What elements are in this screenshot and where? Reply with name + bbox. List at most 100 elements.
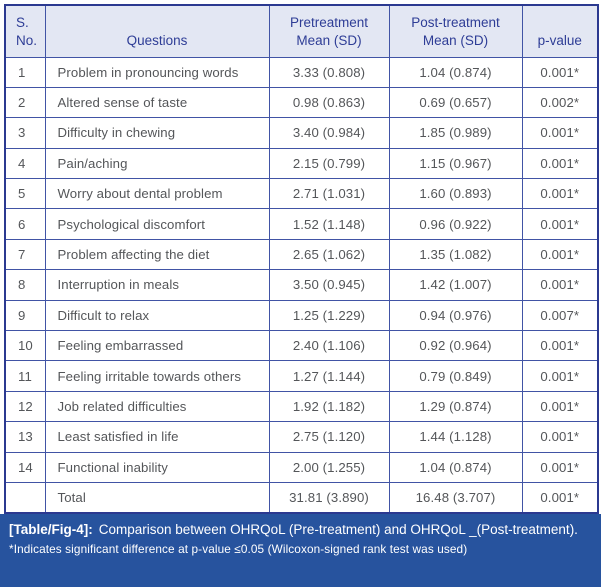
cell-question: Job related difficulties — [44, 390, 270, 423]
cell-pretreatment-mean: 2.40 (1.106) — [268, 330, 390, 362]
cell-question: Difficult to relax — [44, 299, 270, 332]
caption-footnote: *Indicates significant difference at p-v… — [9, 542, 468, 557]
cell-pvalue: 0.001* — [521, 56, 599, 88]
cell-posttreatment-mean: 0.79 (0.849) — [388, 360, 523, 392]
cell-pvalue: 0.001* — [521, 390, 599, 423]
cell-pretreatment-mean: 31.81 (3.890) — [268, 481, 390, 514]
table-header: S. No. Questions Pretreatment Mean (SD) … — [4, 4, 599, 58]
cell-pvalue: 0.001* — [521, 330, 599, 362]
table-row: 6 Psychological discomfort 1.52 (1.148) 0.9… — [4, 208, 599, 240]
cell-pvalue: 0.001* — [521, 178, 599, 210]
caption-label: [Table/Fig-4]: — [9, 522, 93, 537]
header-cell-posttreatment: Post-treatment Mean (SD) — [388, 4, 523, 58]
cell-serial-no: 2 — [4, 86, 46, 119]
cell-posttreatment-mean: 1.15 (0.967) — [388, 147, 523, 180]
cell-pvalue: 0.001* — [521, 117, 599, 149]
cell-pvalue: 0.002* — [521, 86, 599, 119]
cell-pvalue: 0.001* — [521, 208, 599, 240]
caption-text-block: [Table/Fig-4]: Comparison between OHRQoL … — [9, 521, 591, 539]
cell-serial-no — [4, 481, 46, 514]
table-row: 1 Problem in pronouncing words 3.33 (0.808… — [4, 56, 599, 88]
cell-pretreatment-mean: 2.75 (1.120) — [268, 421, 390, 453]
cell-posttreatment-mean: 1.85 (0.989) — [388, 117, 523, 149]
cell-pvalue: 0.001* — [521, 360, 599, 392]
table-row: 5 Worry about dental problem 2.71 (1.031) 1… — [4, 178, 599, 210]
cell-pretreatment-mean: 3.50 (0.945) — [268, 269, 390, 301]
table-row: 4 Pain/aching 2.15 (0.799) 1.15 (0.967) 0.00… — [4, 147, 599, 180]
cell-pvalue: 0.001* — [521, 147, 599, 180]
table-row: 10 Feeling embarrassed 2.40 (1.106) 0.92 (0… — [4, 330, 599, 362]
cell-pretreatment-mean: 1.92 (1.182) — [268, 390, 390, 423]
cell-pretreatment-mean: 3.33 (0.808) — [268, 56, 390, 88]
header-cell-serial-no: S. No. — [4, 4, 46, 58]
cell-serial-no: 11 — [4, 360, 46, 392]
cell-question: Feeling irritable towards others — [44, 360, 270, 392]
cell-posttreatment-mean: 16.48 (3.707) — [388, 481, 523, 514]
cell-pretreatment-mean: 3.40 (0.984) — [268, 117, 390, 149]
cell-serial-no: 13 — [4, 421, 46, 453]
cell-pretreatment-mean: 1.52 (1.148) — [268, 208, 390, 240]
header-cell-pretreatment: Pretreatment Mean (SD) — [268, 4, 390, 58]
cell-question: Psychological discomfort — [44, 208, 270, 240]
cell-pretreatment-mean: 0.98 (0.863) — [268, 86, 390, 119]
cell-posttreatment-mean: 1.44 (1.128) — [388, 421, 523, 453]
cell-question: Feeling embarrassed — [44, 330, 270, 362]
cell-pvalue: 0.001* — [521, 238, 599, 271]
cell-posttreatment-mean: 0.92 (0.964) — [388, 330, 523, 362]
cell-question: Interruption in meals — [44, 269, 270, 301]
cell-pvalue: 0.001* — [521, 481, 599, 514]
cell-pretreatment-mean: 1.25 (1.229) — [268, 299, 390, 332]
cell-question: Problem affecting the diet — [44, 238, 270, 271]
table-row: 2 Altered sense of taste 0.98 (0.863) 0.69 … — [4, 86, 599, 119]
cell-pretreatment-mean: 2.71 (1.031) — [268, 178, 390, 210]
cell-serial-no: 3 — [4, 117, 46, 149]
cell-serial-no: 8 — [4, 269, 46, 301]
cell-posttreatment-mean: 0.69 (0.657) — [388, 86, 523, 119]
cell-posttreatment-mean: 1.04 (0.874) — [388, 56, 523, 88]
cell-question: Total — [44, 481, 270, 514]
cell-posttreatment-mean: 1.42 (1.007) — [388, 269, 523, 301]
cell-posttreatment-mean: 0.94 (0.976) — [388, 299, 523, 332]
ohrqol-comparison-table: S. No. Questions Pretreatment Mean (SD) … — [4, 4, 599, 514]
cell-pvalue: 0.007* — [521, 299, 599, 332]
cell-posttreatment-mean: 1.35 (1.082) — [388, 238, 523, 271]
cell-serial-no: 5 — [4, 178, 46, 210]
cell-posttreatment-mean: 1.29 (0.874) — [388, 390, 523, 423]
table-row: 7 Problem affecting the diet 2.65 (1.062) 1… — [4, 238, 599, 271]
cell-pretreatment-mean: 2.15 (0.799) — [268, 147, 390, 180]
cell-question: Least satisfied in life — [44, 421, 270, 453]
cell-pvalue: 0.001* — [521, 451, 599, 483]
cell-posttreatment-mean: 0.96 (0.922) — [388, 208, 523, 240]
caption-text: Comparison between OHRQoL (Pre-treatment… — [98, 522, 578, 537]
caption-bar: [Table/Fig-4]: Comparison between OHRQoL … — [0, 514, 601, 587]
cell-posttreatment-mean: 1.60 (0.893) — [388, 178, 523, 210]
cell-question: Difficulty in chewing — [44, 117, 270, 149]
cell-serial-no: 9 — [4, 299, 46, 332]
cell-question: Altered sense of taste — [44, 86, 270, 119]
cell-serial-no: 12 — [4, 390, 46, 423]
cell-question: Worry about dental problem — [44, 178, 270, 210]
table-row: 12 Job related difficulties 1.92 (1.182) 1.… — [4, 390, 599, 423]
cell-serial-no: 14 — [4, 451, 46, 483]
cell-serial-no: 4 — [4, 147, 46, 180]
cell-pvalue: 0.001* — [521, 421, 599, 453]
cell-serial-no: 1 — [4, 56, 46, 88]
table-row: 3 Difficulty in chewing 3.40 (0.984) 1.85 (… — [4, 117, 599, 149]
cell-question: Problem in pronouncing words — [44, 56, 270, 88]
table-row: Total 31.81 (3.890) 16.48 (3.707) 0.001* — [4, 481, 599, 514]
table-row: 9 Difficult to relax 1.25 (1.229) 0.94 (0.9… — [4, 299, 599, 332]
table-body: 1 Problem in pronouncing words 3.33 (0.808… — [4, 56, 599, 514]
cell-question: Pain/aching — [44, 147, 270, 180]
header-cell-questions: Questions — [44, 4, 270, 58]
table-row: 8 Interruption in meals 3.50 (0.945) 1.42 (… — [4, 269, 599, 301]
cell-question: Functional inability — [44, 451, 270, 483]
table-row: 14 Functional inability 2.00 (1.255) 1.04 (… — [4, 451, 599, 483]
cell-posttreatment-mean: 1.04 (0.874) — [388, 451, 523, 483]
cell-serial-no: 7 — [4, 238, 46, 271]
cell-serial-no: 10 — [4, 330, 46, 362]
table-container: S. No. Questions Pretreatment Mean (SD) … — [4, 4, 599, 514]
cell-serial-no: 6 — [4, 208, 46, 240]
table-row: 13 Least satisfied in life 2.75 (1.120) 1.4… — [4, 421, 599, 453]
table-row: 11 Feeling irritable towards others 1.27 (… — [4, 360, 599, 392]
